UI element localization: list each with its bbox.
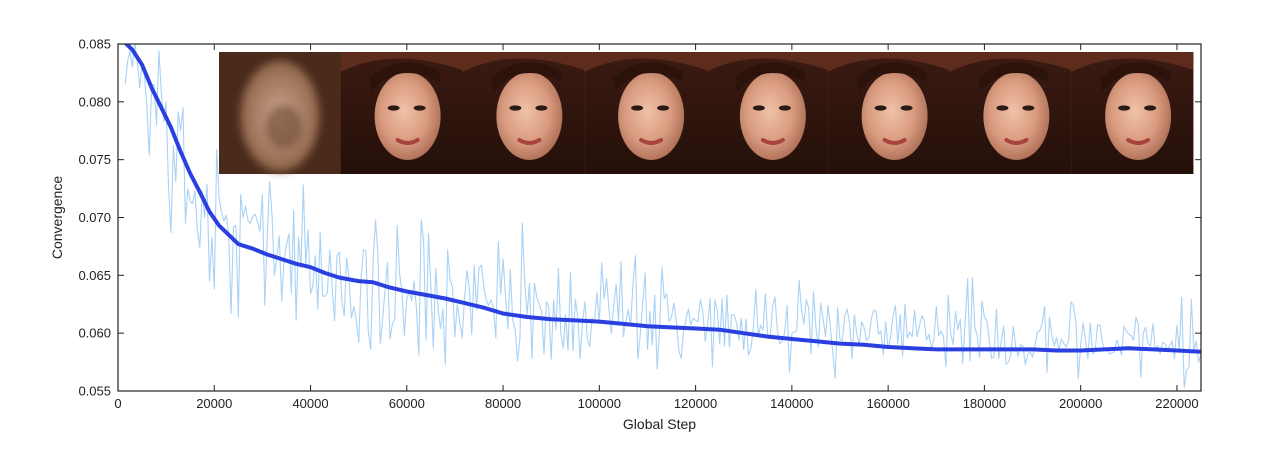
sample-image-7 xyxy=(949,52,1072,175)
x-tick-label: 40000 xyxy=(292,396,328,411)
x-axis-label: Global Step xyxy=(623,416,696,432)
x-tick-label: 80000 xyxy=(485,396,521,411)
sample-image-strip xyxy=(219,52,1194,175)
y-tick-label: 0.065 xyxy=(78,268,111,283)
sample-image-8 xyxy=(1071,52,1194,175)
x-tick-label: 120000 xyxy=(674,396,717,411)
y-tick-label: 0.085 xyxy=(78,37,111,52)
x-tick-label: 200000 xyxy=(1059,396,1102,411)
y-axis-label: Convergence xyxy=(49,176,65,259)
x-axis: 0 20000 40000 60000 80000 100000 120000 140000 1… xyxy=(114,44,1199,411)
x-tick-label: 20000 xyxy=(196,396,232,411)
sample-image-3 xyxy=(462,52,585,175)
sample-image-4 xyxy=(584,52,707,175)
x-tick-label: 180000 xyxy=(963,396,1006,411)
sample-image-2 xyxy=(340,52,463,175)
sample-image-1 xyxy=(219,52,342,174)
y-tick-label: 0.070 xyxy=(78,210,111,225)
x-tick-label: 140000 xyxy=(770,396,813,411)
y-tick-label: 0.080 xyxy=(78,94,111,109)
y-axis: 0.055 0.060 0.065 0.070 0.075 0.080 0.085 xyxy=(78,37,1201,399)
sample-image-6 xyxy=(827,52,950,175)
plot-area xyxy=(123,44,1201,389)
y-tick-label: 0.055 xyxy=(78,384,111,399)
x-tick-label: 0 xyxy=(114,396,121,411)
smoothed-convergence-line xyxy=(123,44,1201,354)
y-tick-label: 0.075 xyxy=(78,152,111,167)
raw-convergence-line xyxy=(124,44,1201,389)
x-tick-label: 60000 xyxy=(389,396,425,411)
x-tick-label: 160000 xyxy=(866,396,909,411)
x-tick-label: 220000 xyxy=(1155,396,1198,411)
x-tick-label: 100000 xyxy=(578,396,621,411)
sample-image-5 xyxy=(706,52,829,175)
y-tick-label: 0.060 xyxy=(78,326,111,341)
